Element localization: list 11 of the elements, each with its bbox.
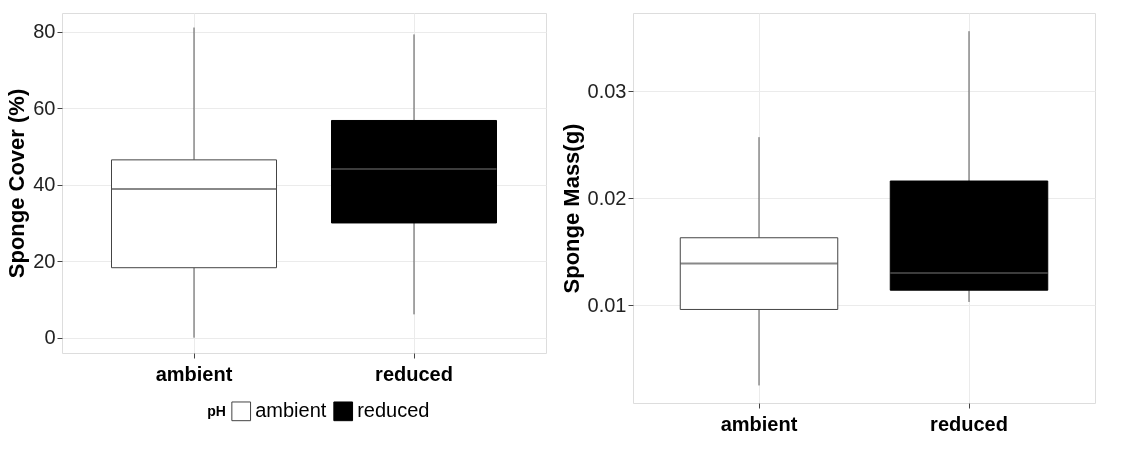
- y-axis-title: Sponge Cover (%): [4, 88, 30, 279]
- y-tick-label: 80: [33, 20, 56, 43]
- y-tick-label: 0.02: [587, 186, 627, 209]
- y-tick-label: 0.03: [587, 79, 627, 102]
- y-axis-title: Sponge Mass(g): [558, 123, 584, 294]
- y-tick-label: 20: [33, 249, 56, 272]
- y-tick-label: 40: [33, 173, 56, 196]
- legend-title: pH: [207, 403, 226, 419]
- y-tick-label: 0: [44, 326, 56, 349]
- y-tick-label: 60: [33, 96, 56, 119]
- y-tick-label: 0.01: [587, 293, 627, 316]
